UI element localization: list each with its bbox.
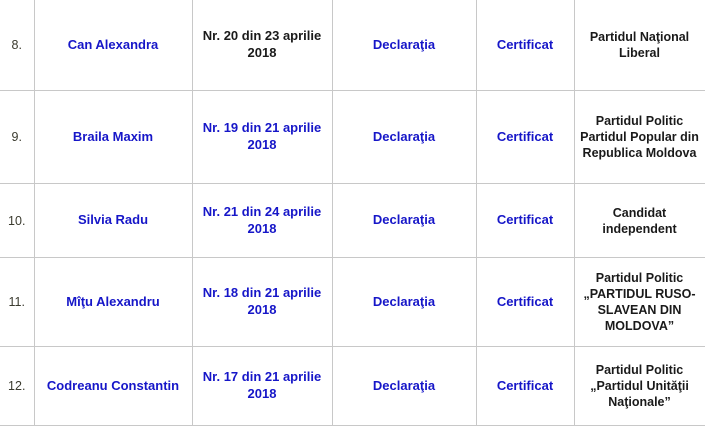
table-row: 10. Silvia Radu Nr. 21 din 24 aprilie 20… <box>0 183 705 258</box>
decision-number: Nr. 18 din 21 aprilie 2018 <box>192 257 333 347</box>
declaration-link[interactable]: Declaraţia <box>332 183 477 258</box>
candidate-name: Can Alexandra <box>34 0 193 91</box>
row-index: 9. <box>0 90 35 184</box>
row-index: 12. <box>0 346 35 426</box>
declaration-link[interactable]: Declaraţia <box>332 0 477 91</box>
party-name: Candidat independent <box>574 183 705 258</box>
decision-number: Nr. 20 din 23 aprilie 2018 <box>192 0 333 91</box>
certificate-link[interactable]: Certificat <box>476 183 575 258</box>
table-row: 9. Braila Maxim Nr. 19 din 21 aprilie 20… <box>0 90 705 184</box>
table-row: 12. Codreanu Constantin Nr. 17 din 21 ap… <box>0 346 705 426</box>
declaration-link[interactable]: Declaraţia <box>332 346 477 426</box>
decision-number: Nr. 21 din 24 aprilie 2018 <box>192 183 333 258</box>
decision-number: Nr. 19 din 21 aprilie 2018 <box>192 90 333 184</box>
certificate-link[interactable]: Certificat <box>476 0 575 91</box>
declaration-link[interactable]: Declaraţia <box>332 90 477 184</box>
candidate-name: Codreanu Constantin <box>34 346 193 426</box>
party-name: Partidul Politic „Partidul Unităţii Naţi… <box>574 346 705 426</box>
row-index: 11. <box>0 257 35 347</box>
declaration-link[interactable]: Declaraţia <box>332 257 477 347</box>
decision-number: Nr. 17 din 21 aprilie 2018 <box>192 346 333 426</box>
party-name: Partidul Naţional Liberal <box>574 0 705 91</box>
candidate-name: Mîţu Alexandru <box>34 257 193 347</box>
certificate-link[interactable]: Certificat <box>476 346 575 426</box>
certificate-link[interactable]: Certificat <box>476 90 575 184</box>
party-name: Partidul Politic Partidul Popular din Re… <box>574 90 705 184</box>
row-index: 8. <box>0 0 35 91</box>
row-index: 10. <box>0 183 35 258</box>
candidate-name: Braila Maxim <box>34 90 193 184</box>
table-row: 11. Mîţu Alexandru Nr. 18 din 21 aprilie… <box>0 257 705 347</box>
candidate-name: Silvia Radu <box>34 183 193 258</box>
certificate-link[interactable]: Certificat <box>476 257 575 347</box>
table-row: 8. Can Alexandra Nr. 20 din 23 aprilie 2… <box>0 0 705 91</box>
party-name: Partidul Politic „PARTIDUL RUSO-SLAVEAN … <box>574 257 705 347</box>
